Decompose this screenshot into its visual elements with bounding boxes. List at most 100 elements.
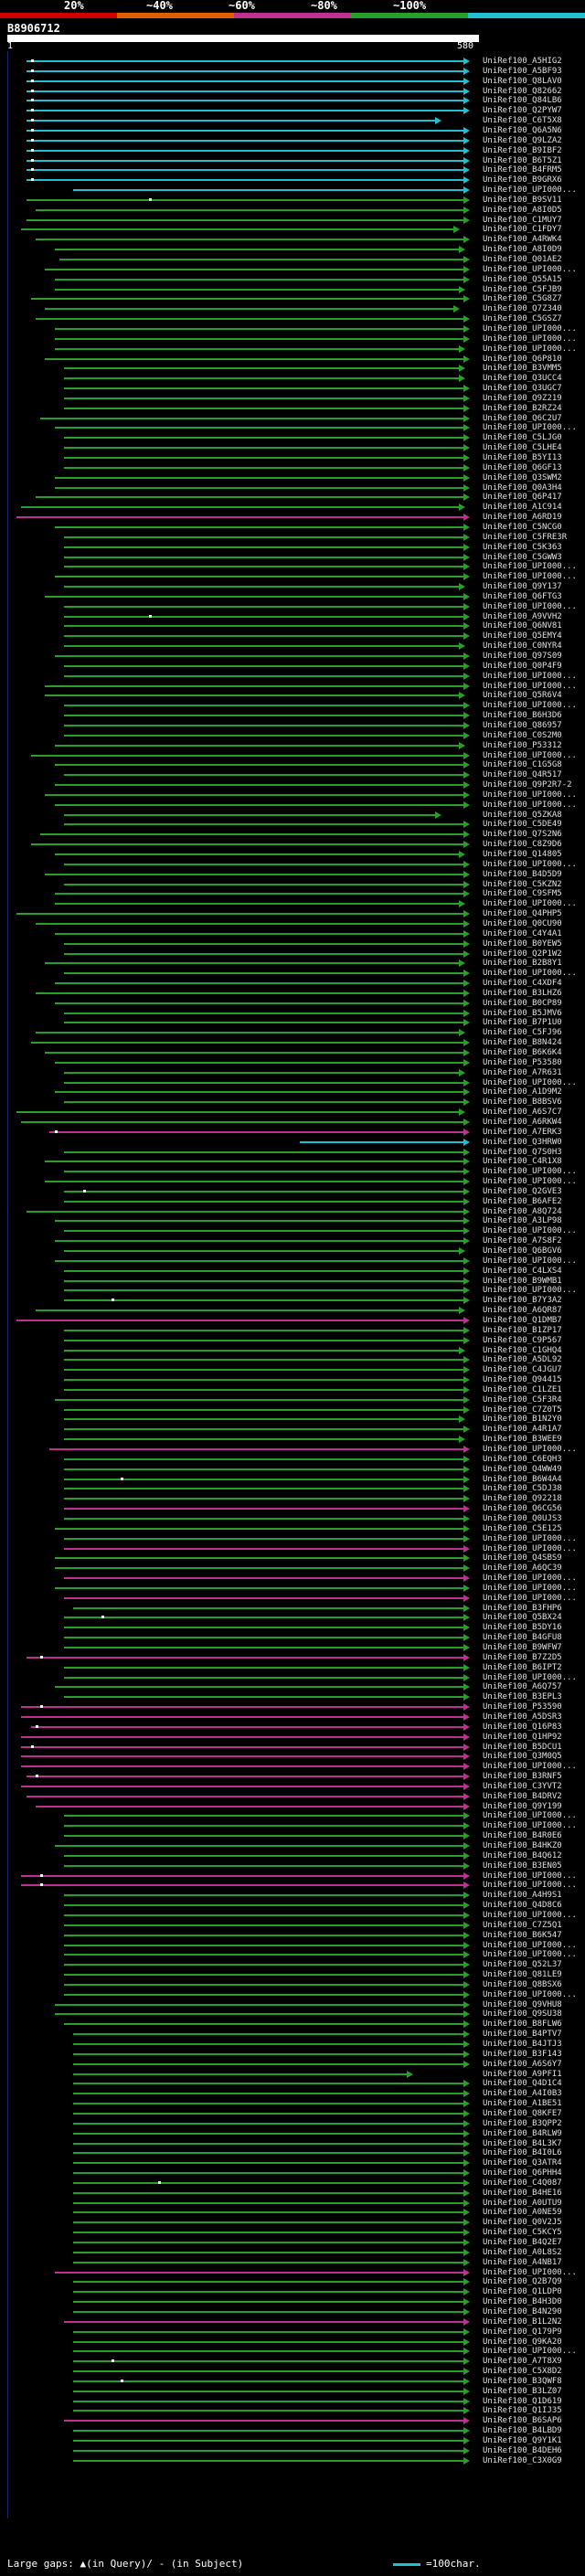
hit-id-link[interactable]: UniRef100_Q6FTG3 — [483, 591, 562, 601]
hit-alignment-bar[interactable] — [73, 2449, 464, 2452]
hit-id-link[interactable]: UniRef100_C8Z9D6 — [483, 840, 562, 850]
hit-row[interactable]: UniRef100_C5FJ96 — [0, 1028, 585, 1038]
hit-alignment-bar[interactable] — [63, 1428, 464, 1431]
hit-alignment-bar[interactable] — [45, 694, 460, 697]
hit-row[interactable]: UniRef100_Q9Y1K1 — [0, 2436, 585, 2446]
hit-id-link[interactable]: UniRef100_B4RLW9 — [483, 2128, 562, 2138]
hit-row[interactable]: UniRef100_B4N290 — [0, 2307, 585, 2317]
hit-id-link[interactable]: UniRef100_Q0P4F9 — [483, 661, 562, 671]
hit-alignment-bar[interactable] — [63, 715, 464, 717]
hit-row[interactable]: UniRef100_C4R1X8 — [0, 1157, 585, 1167]
hit-alignment-bar[interactable] — [63, 1022, 464, 1024]
hit-row[interactable]: UniRef100_A1D9M2 — [0, 1087, 585, 1097]
hit-alignment-bar[interactable] — [54, 1527, 464, 1530]
hit-alignment-bar[interactable] — [45, 308, 455, 311]
hit-id-link[interactable]: UniRef100_UPI000... — [483, 1533, 577, 1543]
hit-id-link[interactable]: UniRef100_C1MUY7 — [483, 215, 562, 225]
hit-alignment-bar[interactable] — [63, 1379, 464, 1382]
hit-id-link[interactable]: UniRef100_A6RD19 — [483, 513, 562, 523]
hit-id-link[interactable]: UniRef100_Q1DMB7 — [483, 1315, 562, 1325]
hit-alignment-bar[interactable] — [63, 2320, 464, 2323]
hit-alignment-bar[interactable] — [45, 1181, 464, 1183]
hit-id-link[interactable]: UniRef100_A7S8F2 — [483, 1236, 562, 1246]
hit-row[interactable]: UniRef100_UPI000... — [0, 1544, 585, 1554]
hit-alignment-bar[interactable] — [63, 1012, 464, 1014]
hit-alignment-bar[interactable] — [54, 427, 464, 429]
hit-id-link[interactable]: UniRef100_C9P567 — [483, 1335, 562, 1345]
hit-alignment-bar[interactable] — [40, 833, 464, 836]
hit-alignment-bar[interactable] — [63, 1815, 464, 1818]
hit-id-link[interactable]: UniRef100_Q16P83 — [483, 1722, 562, 1732]
hit-id-link[interactable]: UniRef100_A6QR87 — [483, 1306, 562, 1316]
hit-id-link[interactable]: UniRef100_UPI000... — [483, 601, 577, 611]
hit-row[interactable]: UniRef100_C5FRE3R — [0, 533, 585, 543]
hit-id-link[interactable]: UniRef100_Q6C2U7 — [483, 413, 562, 423]
hit-id-link[interactable]: UniRef100_B9WMB1 — [483, 1276, 562, 1286]
hit-alignment-bar[interactable] — [54, 486, 464, 489]
hit-alignment-bar[interactable] — [63, 734, 464, 737]
hit-alignment-bar[interactable] — [63, 1289, 464, 1292]
hit-alignment-bar[interactable] — [63, 1478, 464, 1480]
hit-id-link[interactable]: UniRef100_A8I0D5 — [483, 205, 562, 215]
hit-row[interactable]: UniRef100_A6RD19 — [0, 513, 585, 523]
hit-row[interactable]: UniRef100_UPI000... — [0, 324, 585, 334]
hit-alignment-bar[interactable] — [73, 2083, 464, 2085]
hit-row[interactable]: UniRef100_UPI000... — [0, 1256, 585, 1267]
hit-id-link[interactable]: UniRef100_UPI000... — [483, 1077, 577, 1087]
hit-id-link[interactable]: UniRef100_B2B8Y1 — [483, 959, 562, 969]
hit-id-link[interactable]: UniRef100_UPI000... — [483, 572, 577, 582]
hit-row[interactable]: UniRef100_B4DRV2 — [0, 1792, 585, 1802]
hit-row[interactable]: UniRef100_B4R0E6 — [0, 1831, 585, 1841]
hit-row[interactable]: UniRef100_Q4D8C6 — [0, 1901, 585, 1911]
hit-alignment-bar[interactable] — [63, 1894, 464, 1897]
hit-id-link[interactable]: UniRef100_A6S6Y7 — [483, 2059, 562, 2069]
hit-row[interactable]: UniRef100_B4HKZ0 — [0, 1841, 585, 1851]
hit-id-link[interactable]: UniRef100_UPI000... — [483, 423, 577, 433]
hit-id-link[interactable]: UniRef100_C0S2M0 — [483, 730, 562, 740]
hit-row[interactable]: UniRef100_Q0CU90 — [0, 919, 585, 929]
hit-alignment-bar[interactable] — [73, 2360, 464, 2363]
hit-alignment-bar[interactable] — [63, 407, 464, 409]
hit-alignment-bar[interactable] — [63, 2023, 464, 2026]
hit-alignment-bar[interactable] — [63, 883, 464, 885]
hit-id-link[interactable]: UniRef100_B6H3D6 — [483, 711, 562, 721]
hit-row[interactable]: UniRef100_C5G8Z7 — [0, 294, 585, 304]
hit-id-link[interactable]: UniRef100_C7Z0T5 — [483, 1405, 562, 1415]
hit-alignment-bar[interactable] — [63, 387, 464, 390]
hit-row[interactable]: UniRef100_B6IPT2 — [0, 1663, 585, 1673]
hit-row[interactable]: UniRef100_Q2P1W2 — [0, 949, 585, 959]
hit-alignment-bar[interactable] — [63, 823, 464, 826]
hit-alignment-bar[interactable] — [26, 90, 464, 92]
hit-alignment-bar[interactable] — [299, 1140, 464, 1143]
hit-id-link[interactable]: UniRef100_C5DJ38 — [483, 1484, 562, 1494]
hit-row[interactable]: UniRef100_C3X0G9 — [0, 2456, 585, 2466]
hit-alignment-bar[interactable] — [54, 2271, 464, 2274]
hit-id-link[interactable]: UniRef100_Q6BGV6 — [483, 1246, 562, 1256]
hit-row[interactable]: UniRef100_UPI000... — [0, 265, 585, 275]
hit-id-link[interactable]: UniRef100_Q2P1W2 — [483, 949, 562, 959]
hit-id-link[interactable]: UniRef100_Q0A3H4 — [483, 482, 562, 493]
hit-id-link[interactable]: UniRef100_Q7S0H3 — [483, 1147, 562, 1157]
hit-row[interactable]: UniRef100_Q3M0Q5 — [0, 1752, 585, 1762]
hit-row[interactable]: UniRef100_C5GSZ7 — [0, 314, 585, 324]
hit-row[interactable]: UniRef100_C5DJ38 — [0, 1484, 585, 1494]
hit-id-link[interactable]: UniRef100_UPI000... — [483, 1910, 577, 1920]
hit-row[interactable]: UniRef100_UPI000... — [0, 701, 585, 711]
hit-row[interactable]: UniRef100_B4I0L6 — [0, 2148, 585, 2158]
hit-id-link[interactable]: UniRef100_Q4WW49 — [483, 1464, 562, 1474]
hit-alignment-bar[interactable] — [63, 1388, 464, 1391]
hit-id-link[interactable]: UniRef100_A4RWK4 — [483, 235, 562, 245]
hit-id-link[interactable]: UniRef100_B4DRV2 — [483, 1791, 562, 1801]
hit-id-link[interactable]: UniRef100_B3EN05 — [483, 1860, 562, 1871]
hit-row[interactable]: UniRef100_UPI000... — [0, 602, 585, 612]
hit-alignment-bar[interactable] — [21, 1715, 464, 1718]
hit-row[interactable]: UniRef100_Q9Z219 — [0, 394, 585, 404]
hit-id-link[interactable]: UniRef100_A4NB17 — [483, 2257, 562, 2267]
hit-id-link[interactable]: UniRef100_A6S7C7 — [483, 1108, 562, 1118]
hit-id-link[interactable]: UniRef100_Q3ATR4 — [483, 2158, 562, 2168]
hit-id-link[interactable]: UniRef100_UPI000... — [483, 2347, 577, 2357]
hit-row[interactable]: UniRef100_UPI000... — [0, 1534, 585, 1544]
hit-id-link[interactable]: UniRef100_B4N290 — [483, 2306, 562, 2316]
hit-id-link[interactable]: UniRef100_B8BSV6 — [483, 1097, 562, 1108]
hit-alignment-bar[interactable] — [63, 1081, 464, 1084]
